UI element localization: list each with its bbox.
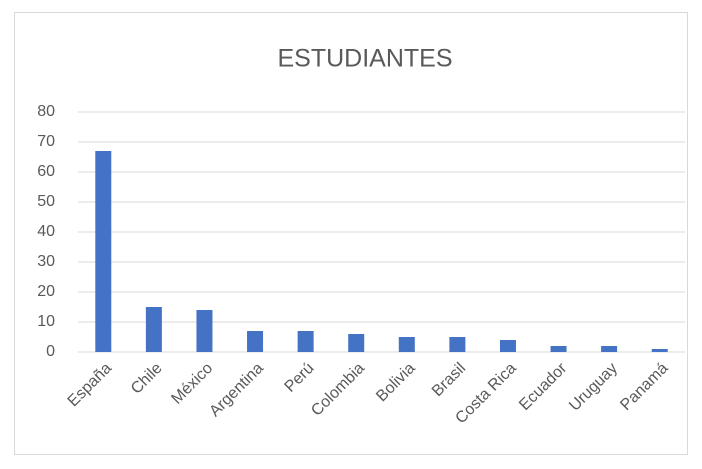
y-tick-label: 30 (37, 253, 55, 270)
y-tick-label: 70 (37, 133, 55, 150)
bar (196, 310, 213, 352)
bar (550, 346, 567, 352)
y-tick-label: 40 (37, 223, 55, 240)
bar (95, 151, 112, 352)
bar (651, 349, 668, 352)
bar (297, 331, 314, 352)
chart-title: ESTUDIANTES (277, 45, 452, 73)
bar (145, 307, 162, 352)
y-tick-label: 20 (37, 283, 55, 300)
y-tick-label: 80 (37, 103, 55, 120)
bar (398, 337, 415, 352)
bar (499, 340, 516, 352)
y-tick-label: 10 (37, 313, 55, 330)
bar (247, 331, 264, 352)
chart-border (14, 12, 688, 455)
y-tick-label: 50 (37, 193, 55, 210)
bar (601, 346, 618, 352)
bar (449, 337, 466, 352)
y-tick-label: 60 (37, 163, 55, 180)
y-tick-label: 0 (46, 343, 55, 360)
bar (348, 334, 365, 352)
